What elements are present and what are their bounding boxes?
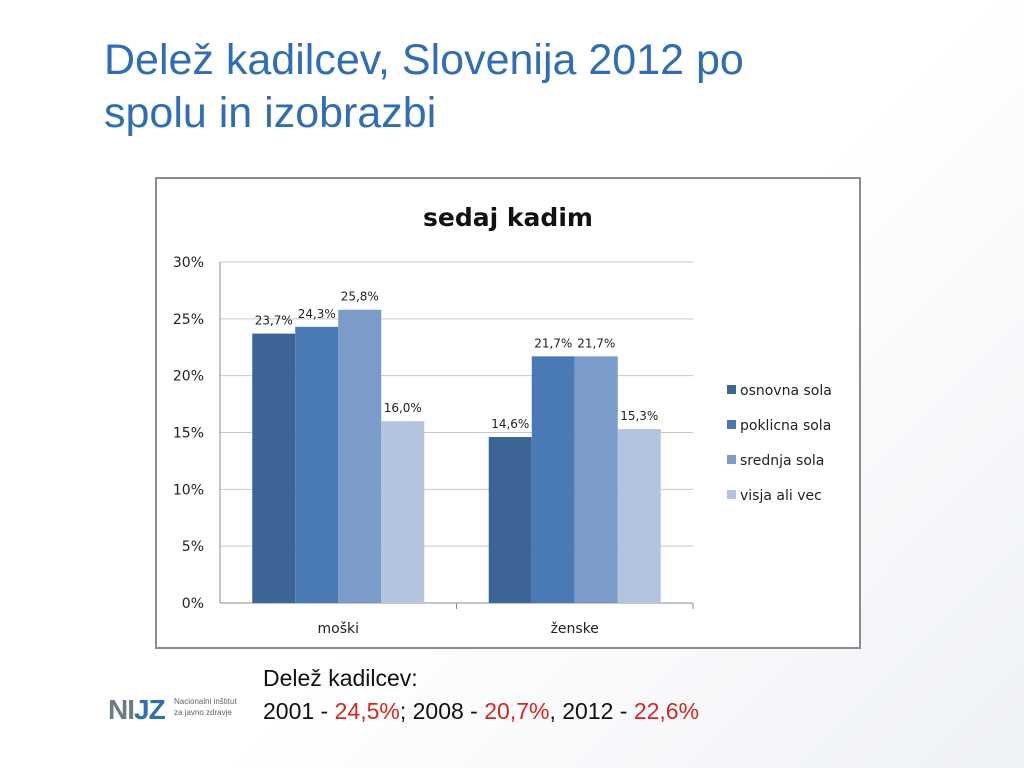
y-tick-label: 30% [173,255,204,271]
legend-label: visja ali vec [740,488,822,504]
logo-mark-ni: NI [108,694,135,725]
data-label: 23,7% [255,314,293,328]
legend-label: poklicna sola [740,418,831,434]
logo-subtitle-line-1: Nacionalni inštitut [174,697,237,706]
legend-swatch [727,490,736,499]
logo-mark: NIJZ [108,694,166,726]
y-tick-label: 10% [173,482,204,498]
logo-subtitle-line-2: za javno zdravje [174,708,232,717]
legend-swatch [727,455,736,464]
bar-0-1 [295,326,339,603]
slide-title-line-2: spolu in izobrazbi [104,89,437,137]
x-category-label: moški [318,621,360,637]
summary-heading: Delež kadilcev: [263,665,418,691]
summary-values: 2001 - 24,5%; 2008 - 20,7%, 2012 - 22,6% [263,695,903,728]
summary-year-2008: ; 2008 - [399,698,485,724]
legend-label: srednja sola [740,453,824,469]
data-label: 25,8% [341,290,379,304]
chart-frame: sedaj kadim 0% 5% 10% 15% 20% 25% 30% 23,7% 24,3%… [155,177,861,649]
legend-swatch [727,385,736,394]
legend-label: osnovna sola [740,383,832,399]
data-label: 21,7% [577,336,615,350]
summary-value-2008: 20,7% [484,698,550,724]
y-tick-label: 20% [173,369,204,385]
y-tick-label: 5% [182,539,204,555]
chart-title: sedaj kadim [423,203,593,232]
smoking-share-summary: Delež kadilcev: 2001 - 24,5%; 2008 - 20,… [263,662,903,728]
bar-0-2 [338,309,382,603]
data-label: 15,3% [620,409,658,423]
slide-title-line-1: Delež kadilcev, Slovenija 2012 po [104,36,744,84]
bar-1-1 [531,356,575,603]
summary-value-2012: 22,6% [633,698,700,724]
legend-swatch [727,420,736,429]
summary-year-2001: 2001 - [263,698,335,724]
slide-title: Delež kadilcev, Slovenija 2012 po spolu … [104,34,904,140]
y-tick-label: 0% [182,596,204,612]
summary-value-2001: 24,5% [334,698,400,724]
summary-year-2012: , 2012 - [549,698,634,724]
bar-0-0 [252,333,296,603]
data-label: 14,6% [491,417,529,431]
data-label: 16,0% [384,401,422,415]
bar-chart: sedaj kadim 0% 5% 10% 15% 20% 25% 30% 23,7% 24,3%… [173,203,832,637]
data-label: 24,3% [298,307,336,321]
x-category-label: ženske [551,621,599,637]
bar-1-0 [488,437,532,603]
logo-subtitle: Nacionalni inštitut za javno zdravje [174,696,254,718]
y-tick-label: 15% [173,426,204,442]
logo-mark-jz: JZ [134,694,166,725]
data-label: 21,7% [534,336,572,350]
y-tick-label: 25% [173,312,204,328]
bar-1-2 [574,356,618,603]
bar-0-3 [381,421,425,603]
bar-1-3 [617,429,661,603]
nijz-logo: NIJZ Nacionalni inštitut za javno zdravj… [108,688,248,728]
